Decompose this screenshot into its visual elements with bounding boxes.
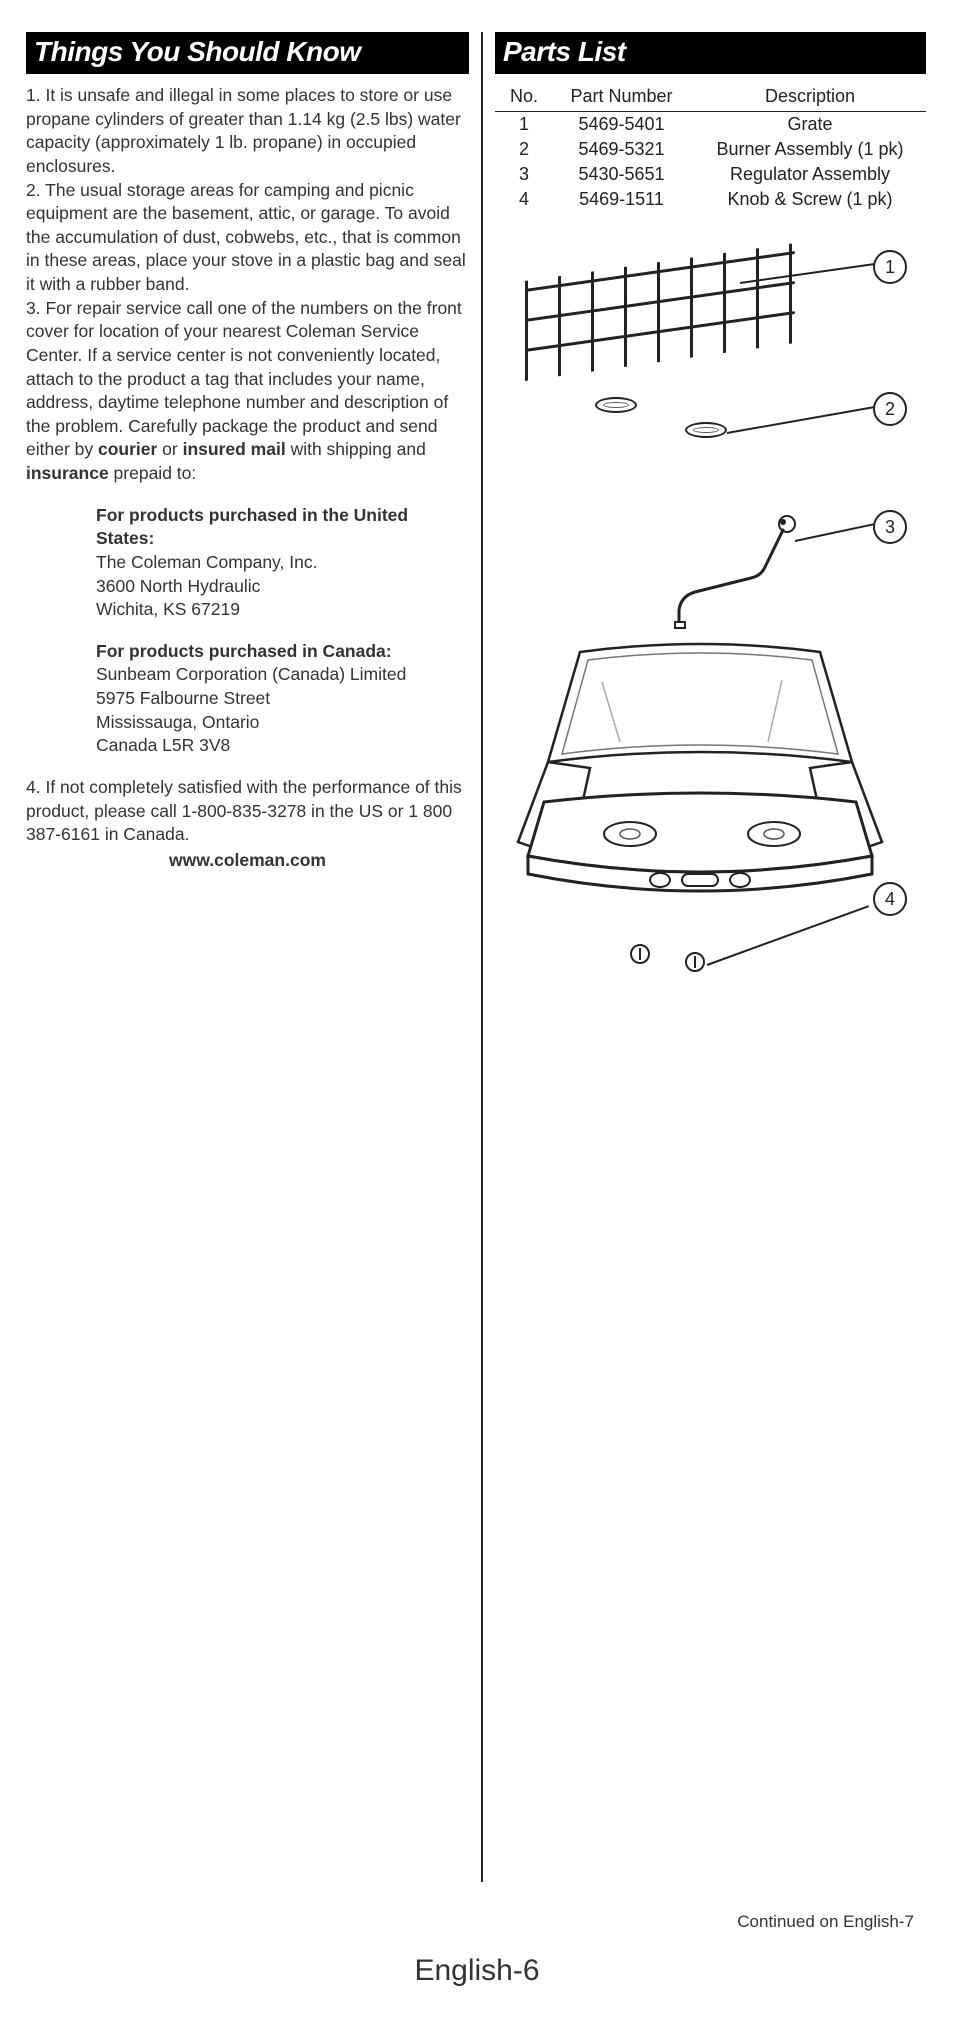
col-no: No. [499, 86, 549, 107]
cell-pn: 5469-5321 [549, 139, 694, 160]
address-us-l2: 3600 North Hydraulic [96, 575, 469, 599]
parts-table: No. Part Number Description 1 5469-5401 … [495, 84, 926, 212]
para-3: 3. For repair service call one of the nu… [26, 297, 469, 486]
col-part-number: Part Number [549, 86, 694, 107]
grate-illustration [525, 243, 795, 381]
footer-continued: Continued on English-7 [737, 1912, 914, 1932]
cell-no: 2 [499, 139, 549, 160]
cell-no: 3 [499, 164, 549, 185]
left-column: Things You Should Know 1. It is unsafe a… [26, 32, 481, 1882]
address-us-title: For products purchased in the United Sta… [96, 504, 469, 551]
address-us-l1: The Coleman Company, Inc. [96, 551, 469, 575]
parts-diagram: 1 2 3 [495, 242, 915, 1042]
para-3-mid1: or [157, 439, 182, 459]
callout-2: 2 [873, 392, 907, 426]
address-ca-l3: Mississauga, Ontario [96, 711, 469, 735]
address-ca-l2: 5975 Falbourne Street [96, 687, 469, 711]
para-3-tail: prepaid to: [109, 463, 197, 483]
parts-table-header: No. Part Number Description [495, 84, 926, 112]
address-ca-l4: Canada L5R 3V8 [96, 734, 469, 758]
left-header: Things You Should Know [26, 32, 469, 74]
para-3-bold-courier: courier [98, 439, 157, 459]
cell-pn: 5469-5401 [549, 114, 694, 135]
address-us: For products purchased in the United Sta… [96, 504, 469, 622]
para-3-a: 3. For repair service call one of the nu… [26, 298, 462, 460]
address-ca-title: For products purchased in Canada: [96, 640, 469, 664]
cell-pn: 5430-5651 [549, 164, 694, 185]
cell-desc: Grate [694, 114, 926, 135]
table-row: 2 5469-5321 Burner Assembly (1 pk) [495, 137, 926, 162]
right-header: Parts List [495, 32, 926, 74]
knob-illustration [630, 944, 650, 964]
right-column: Parts List No. Part Number Description 1… [481, 32, 926, 1882]
knob-illustration [685, 952, 705, 972]
para-3-mid2: with shipping and [286, 439, 426, 459]
col-description: Description [694, 86, 926, 107]
table-row: 4 5469-1511 Knob & Screw (1 pk) [495, 187, 926, 212]
left-body: 1. It is unsafe and illegal in some plac… [26, 84, 469, 872]
para-4: 4. If not completely satisfied with the … [26, 776, 469, 847]
regulator-illustration [665, 512, 815, 632]
para-3-bold-insured-mail: insured mail [183, 439, 286, 459]
address-us-l3: Wichita, KS 67219 [96, 598, 469, 622]
cell-desc: Burner Assembly (1 pk) [694, 139, 926, 160]
para-1: 1. It is unsafe and illegal in some plac… [26, 84, 469, 179]
address-ca: For products purchased in Canada: Sunbea… [96, 640, 469, 758]
address-ca-l1: Sunbeam Corporation (Canada) Limited [96, 663, 469, 687]
table-row: 1 5469-5401 Grate [495, 112, 926, 137]
cell-desc: Knob & Screw (1 pk) [694, 189, 926, 210]
burner-illustration [595, 397, 637, 413]
website-url: www.coleman.com [26, 849, 469, 873]
cell-no: 4 [499, 189, 549, 210]
para-2: 2. The usual storage areas for camping a… [26, 179, 469, 297]
cell-pn: 5469-1511 [549, 189, 694, 210]
para-3-bold-insurance: insurance [26, 463, 109, 483]
cell-desc: Regulator Assembly [694, 164, 926, 185]
callout-1: 1 [873, 250, 907, 284]
footer-page-number: English-6 [0, 1954, 954, 1988]
stove-illustration [510, 642, 890, 922]
cell-no: 1 [499, 114, 549, 135]
callout-3: 3 [873, 510, 907, 544]
table-row: 3 5430-5651 Regulator Assembly [495, 162, 926, 187]
burner-illustration [685, 422, 727, 438]
callout-4: 4 [873, 882, 907, 916]
